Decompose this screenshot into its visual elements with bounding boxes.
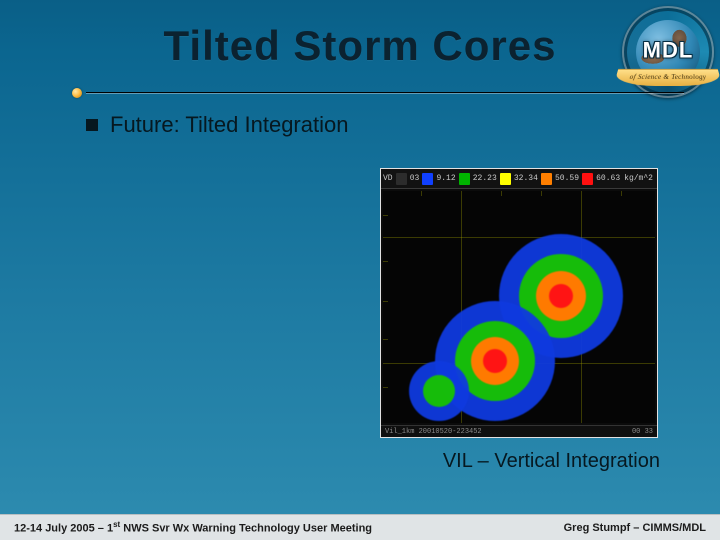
radar-status-left: Vil_1km 20010520-223452	[385, 428, 482, 436]
legend-label: 9.12	[434, 175, 457, 183]
separator	[72, 84, 684, 100]
gridline	[383, 237, 655, 238]
legend-swatch	[396, 173, 407, 185]
radar-status-bar: Vil_1km 20010520-223452 00 33	[381, 425, 657, 437]
tick	[541, 191, 542, 196]
radar-blob-layer	[423, 375, 455, 407]
footer-right: Greg Stumpf – CIMMS/MDL	[564, 522, 706, 534]
footer-left: 12-14 July 2005 – 1st NWS Svr Wx Warning…	[14, 520, 372, 535]
tick	[383, 387, 388, 388]
legend-swatch	[500, 173, 511, 185]
tick	[421, 191, 422, 196]
tick	[383, 215, 388, 216]
radar-body	[383, 191, 655, 423]
legend-label: 22.23	[471, 175, 499, 183]
image-caption: VIL – Vertical Integration	[443, 450, 660, 473]
radar-image: VD 03 9.12 22.23 32.34 50.59 60.63 kg/m^…	[380, 168, 658, 438]
legend-label: 32.34	[512, 175, 540, 183]
radar-legend: VD 03 9.12 22.23 32.34 50.59 60.63 kg/m^…	[381, 169, 657, 189]
tick	[383, 261, 388, 262]
legend-swatch	[582, 173, 593, 185]
footer-meeting: NWS Svr Wx Warning Technology User Meeti…	[120, 523, 372, 535]
legend-label: 60.63	[594, 175, 622, 183]
slide: MDL of Science & Technology Tilted Storm…	[0, 0, 720, 540]
tick	[621, 191, 622, 196]
tick	[501, 191, 502, 196]
legend-swatch	[541, 173, 552, 185]
footer-date: 12-14 July 2005 – 1	[14, 523, 113, 535]
slide-header: Tilted Storm Cores	[0, 22, 720, 70]
radar-blob-layer	[483, 349, 507, 373]
legend-swatch	[422, 173, 433, 185]
logo-ribbon-text: of Science & Technology	[629, 73, 707, 81]
bullet-item: Future: Tilted Integration	[86, 112, 680, 138]
legend-label: 50.59	[553, 175, 581, 183]
radar-blob-layer	[549, 284, 573, 308]
legend-swatch	[459, 173, 470, 185]
separator-dot-icon	[72, 88, 82, 98]
radar-status-right: 00 33	[632, 428, 653, 436]
legend-label: 03	[408, 175, 422, 183]
legend-prefix: VD	[381, 175, 395, 183]
tick	[383, 339, 388, 340]
slide-title: Tilted Storm Cores	[0, 22, 720, 70]
bullet-text: Future: Tilted Integration	[110, 112, 348, 138]
bullet-square-icon	[86, 119, 98, 131]
slide-footer: 12-14 July 2005 – 1st NWS Svr Wx Warning…	[0, 514, 720, 540]
separator-line	[86, 92, 684, 93]
tick	[383, 301, 388, 302]
legend-units: kg/m^2	[622, 175, 657, 183]
